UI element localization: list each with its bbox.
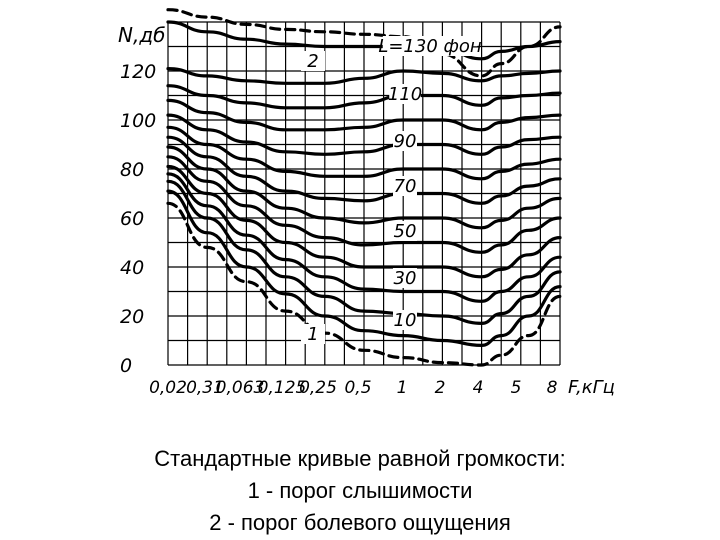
curve-label: L=130 фон [378, 36, 482, 57]
y-tick-label: 100 [120, 110, 156, 132]
curve-label-bg [393, 176, 417, 196]
y-tick-label: 20 [120, 306, 144, 328]
curve-label: 50 [394, 221, 417, 242]
curve-label: 1 [307, 324, 318, 345]
x-tick-label: 0,25 [299, 378, 337, 398]
curve-label-bg [382, 36, 478, 56]
y-tick-label: 80 [120, 159, 144, 181]
y-tick-label: 60 [120, 208, 144, 230]
curve-label: 30 [394, 268, 417, 289]
curve-80 [166, 125, 562, 181]
x-tick-label: 0,31 [186, 378, 224, 398]
curve-label-bg [301, 51, 325, 71]
x-tick-label: 0,125 [258, 378, 307, 398]
curve-20 [166, 179, 562, 325]
caption-threshold-hearing: 1 - порог слышимости [247, 478, 473, 503]
x-tick-label: 1 [397, 378, 408, 398]
curve-label-bg [301, 324, 325, 344]
y-axis-label: N,дб [118, 23, 165, 47]
x-tick-label: 4 [473, 378, 484, 398]
curve-labels: L=130 фон 110 90 70 50 30 10 1 2 [301, 36, 482, 345]
x-tick-label: 0,063 [216, 378, 265, 398]
y-tick-label: 0 [120, 355, 132, 377]
curve-10 [166, 189, 562, 347]
curve-40 [166, 164, 562, 279]
curve-label: 90 [394, 131, 417, 152]
y-tick-labels: 0 20 40 60 80 100 120 [120, 61, 156, 377]
curve-label-bg [393, 310, 417, 330]
y-tick-label: 120 [120, 61, 156, 83]
curve-label: 10 [394, 310, 417, 331]
curve-120 [166, 67, 562, 85]
curve-100 [166, 98, 562, 132]
curve-50 [166, 155, 562, 254]
curve-label: 2 [307, 51, 318, 72]
caption-title: Стандартные кривые равной громкости: [154, 446, 566, 471]
y-tick-label: 40 [120, 257, 144, 279]
curve-60 [166, 145, 562, 230]
curve-30 [166, 172, 562, 303]
caption-threshold-pain: 2 - порог болевого ощущения [209, 510, 511, 535]
curve-110 [166, 84, 562, 110]
curve-2 [166, 8, 562, 78]
x-tick-label: 0,5 [344, 378, 371, 398]
curve-1 [166, 201, 562, 367]
curve-label: 110 [388, 84, 422, 105]
x-axis-label: F,кГц [568, 377, 615, 398]
curve-label: 70 [394, 176, 417, 197]
curve-90 [166, 113, 562, 156]
curve-label-bg [393, 131, 417, 151]
x-tick-label: 5 [511, 378, 522, 398]
x-tick-label: 2 [435, 378, 446, 398]
x-tick-label: 8 [547, 378, 558, 398]
curve-label-bg [393, 268, 417, 288]
curve-label-bg [389, 84, 421, 104]
curve-label-bg [393, 221, 417, 241]
x-tick-label: 0,02 [149, 378, 187, 398]
curve-70 [166, 135, 562, 205]
